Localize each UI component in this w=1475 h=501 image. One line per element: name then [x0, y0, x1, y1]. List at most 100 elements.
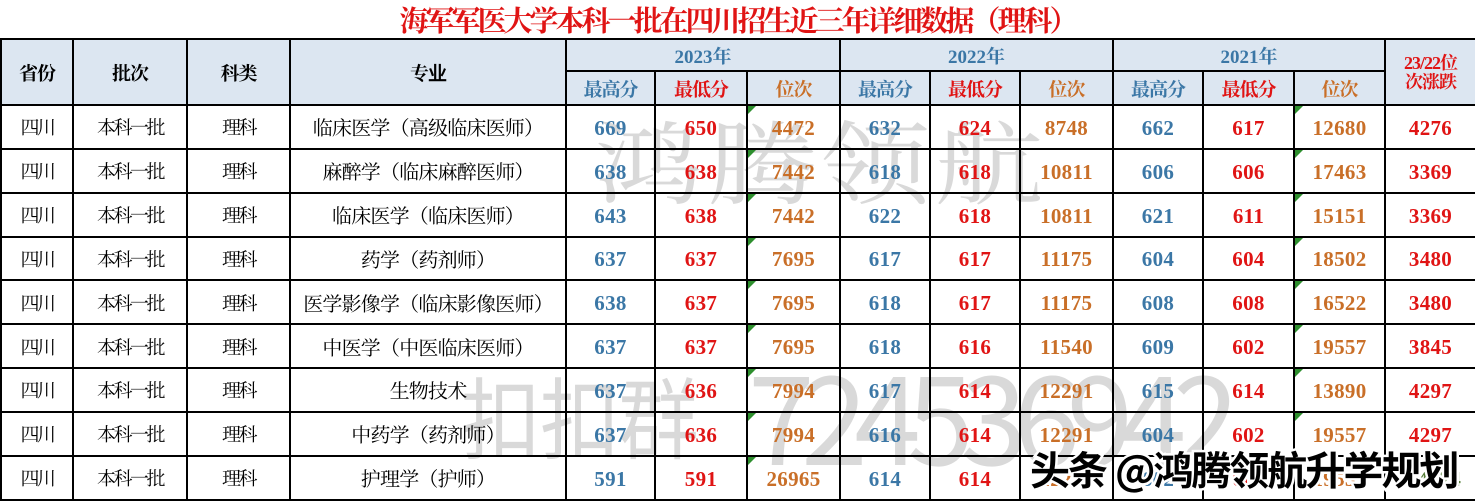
cell-y2023-rank: 7994: [746, 367, 841, 413]
cell-y2021-rank: 15151: [1293, 191, 1386, 238]
cell-y2022-min: 617: [929, 279, 1021, 326]
error-indicator-triangle: [749, 282, 756, 290]
rank-value: 12291: [1039, 418, 1094, 449]
table-body: 四川 本科一批 理科 临床医学（高级临床医师） 669 650 4472 632 624 8748…: [0, 104, 1475, 501]
cell-y2022-max: 617: [839, 367, 931, 413]
cell-y2023-min: 650: [654, 104, 748, 150]
cell-y2021-rank: 19557: [1293, 410, 1386, 457]
cell-major: 生物技术: [289, 367, 567, 413]
cell-y2022-rank: 11540: [1019, 323, 1114, 370]
cell-y2022-max: 632: [839, 104, 931, 150]
year-group-header: 2021年: [1112, 38, 1386, 72]
cell-y2022-max: 616: [839, 410, 931, 457]
year-group-header: 2023年: [565, 38, 841, 72]
cell-y2022-min: 618: [929, 147, 1021, 194]
error-indicator-triangle: [1296, 413, 1303, 421]
cell-batch: 本科一批: [72, 235, 188, 282]
cell-major: 护理学（护师）: [289, 454, 567, 501]
rank-value: 4472: [771, 111, 816, 142]
rank-value: 7695: [771, 243, 816, 274]
cell-rank-change: 4297: [1384, 410, 1475, 457]
rank-header: 位次: [746, 70, 841, 106]
cell-major: 中医学（中医临床医师）: [289, 323, 567, 370]
cell-y2023-max: 637: [565, 235, 656, 282]
cell-y2022-min: 617: [929, 235, 1021, 282]
cell-rank-change: 4297: [1384, 367, 1475, 413]
cell-y2022-max: 618: [839, 279, 931, 326]
cell-major: 麻醉学（临床麻醉医师）: [289, 147, 567, 194]
cell-category: 理科: [186, 323, 291, 370]
cell-major: 医学影像学（临床影像医师）: [289, 279, 567, 326]
cell-category: 理科: [186, 191, 291, 238]
rank-value: 12680: [1312, 111, 1367, 142]
rank-value: 7695: [771, 287, 816, 318]
year-group-header: 2022年: [839, 38, 1114, 72]
table-row: 四川 本科一批 理科 护理学（护师） 591 591 26965 614 614 12291 602…: [0, 454, 1475, 501]
error-indicator-triangle: [749, 326, 756, 334]
max-score-header: 最高分: [839, 70, 931, 106]
cell-y2023-max: 638: [565, 279, 656, 326]
table-row: 四川 本科一批 理科 医学影像学（临床影像医师） 638 637 7695 618 617 111…: [0, 279, 1475, 326]
cell-major: 临床医学（临床医师）: [289, 191, 567, 238]
error-indicator-triangle: [749, 238, 756, 246]
cell-y2022-max: 622: [839, 191, 931, 238]
cell-province: 四川: [0, 323, 74, 370]
cell-y2021-max: 621: [1112, 191, 1204, 238]
error-indicator-triangle: [749, 106, 756, 114]
cell-y2021-rank: 19557: [1293, 323, 1386, 370]
error-indicator-triangle: [749, 194, 756, 202]
cell-major: 临床医学（高级临床医师）: [289, 104, 567, 150]
cell-y2022-rank: 10811: [1019, 191, 1114, 238]
watermark-bottom-text: 头条 @鸿腾领航升学规划: [1030, 439, 1459, 497]
rank-change-header-line2: 次涨跌: [1405, 68, 1457, 94]
cell-y2022-min: 614: [929, 367, 1021, 413]
cell-major: 药学（药剂师）: [289, 235, 567, 282]
cell-category: 理科: [186, 235, 291, 282]
cell-y2022-rank: 8748: [1019, 104, 1114, 150]
cell-y2023-rank: 7695: [746, 323, 841, 370]
rank-value: 12291: [1039, 374, 1094, 405]
category-header: 科类: [186, 38, 291, 106]
rank-value: 10811: [1040, 155, 1093, 186]
cell-y2023-min: 637: [654, 235, 748, 282]
rank-value: 19557: [1312, 462, 1367, 493]
rank-value: 26965: [766, 462, 821, 493]
table-row: 四川 本科一批 理科 麻醉学（临床麻醉医师） 638 638 7442 618 618 10811…: [0, 147, 1475, 194]
cell-y2023-min: 638: [654, 191, 748, 238]
cell-batch: 本科一批: [72, 279, 188, 326]
table-row: 四川 本科一批 理科 生物技术 637 636 7994 617 614 12291 615 614 1…: [0, 367, 1475, 413]
header-row-years: 省份 批次 科类 专业 2023年 2022年 2021年 23/22位 次涨跌: [0, 38, 1475, 106]
table-row: 四川 本科一批 理科 药学（药剂师） 637 637 7695 617 617 11175 604 6…: [0, 235, 1475, 282]
cell-y2021-max: 606: [1112, 147, 1204, 194]
cell-y2023-rank: 7442: [746, 191, 841, 238]
cell-batch: 本科一批: [72, 191, 188, 238]
table-row: 四川 本科一批 理科 临床医学（临床医师） 643 638 7442 622 618 10811 6…: [0, 191, 1475, 238]
max-score-header: 最高分: [1112, 70, 1204, 106]
min-score-header: 最低分: [654, 70, 748, 106]
rank-change-header-line1: 23/22位: [1403, 49, 1458, 75]
cell-y2021-rank: 19557: [1293, 454, 1386, 501]
cell-y2021-max: 662: [1112, 104, 1204, 150]
rank-value: 13890: [1312, 374, 1367, 405]
rank-value: 11175: [1040, 243, 1093, 274]
cell-category: 理科: [186, 410, 291, 457]
cell-province: 四川: [0, 235, 74, 282]
rank-value: 15151: [1312, 199, 1367, 230]
cell-category: 理科: [186, 279, 291, 326]
rank-value: 7695: [771, 331, 816, 362]
cell-y2022-rank: 12291: [1019, 454, 1114, 501]
cell-y2022-rank: 11175: [1019, 279, 1114, 326]
error-indicator-triangle: [1296, 106, 1303, 114]
rank-value: 7442: [771, 199, 816, 230]
cell-y2021-min: 602: [1202, 454, 1295, 501]
table-row: 四川 本科一批 理科 中医学（中医临床医师） 637 637 7695 618 616 11540…: [0, 323, 1475, 370]
cell-y2021-rank: 13890: [1293, 367, 1386, 413]
cell-batch: 本科一批: [72, 323, 188, 370]
cell-y2022-max: 614: [839, 454, 931, 501]
rank-value: 7994: [771, 374, 816, 405]
cell-rank-change: 3369: [1384, 147, 1475, 194]
cell-y2021-max: 604: [1112, 235, 1204, 282]
cell-y2021-min: 602: [1202, 323, 1295, 370]
cell-y2022-min: 616: [929, 323, 1021, 370]
